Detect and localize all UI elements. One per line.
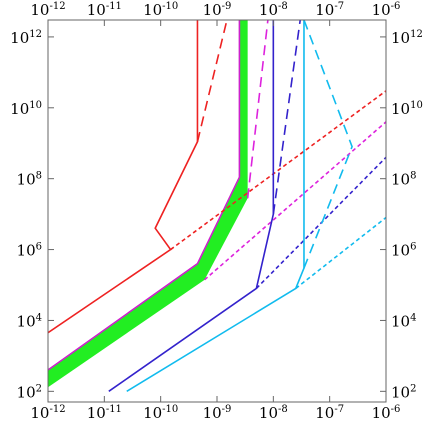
x-tick-label-top-1: 10-11 [87,1,122,19]
ticks-layer: 10-12 10-12 10-11 10-11 10-10 10-10 10-9 10-9 10… [10,1,423,422]
series-line-6 [272,20,302,215]
x-tick-label-bottom-3: 10-9 [203,404,232,422]
x-tick-label-top-6: 10-6 [372,1,401,19]
y-tick-label-left-0: 102 [17,383,42,401]
data-layer [48,20,386,393]
series-line-10 [295,216,386,290]
x-tick-label-top-5: 10-7 [315,1,344,19]
y-tick-label-left-3: 108 [17,171,42,189]
series-line-9 [303,20,353,269]
x-tick-label-top-3: 10-9 [203,1,232,19]
x-tick-label-top-0: 10-12 [30,1,65,19]
band-outline [48,20,241,371]
x-tick-label-bottom-5: 10-7 [315,404,344,422]
series-line-1 [196,20,228,142]
y-tick-label-right-1: 104 [391,312,416,330]
x-tick-label-top-4: 10-8 [259,1,288,19]
series-line-2 [170,90,386,251]
series-line-3 [246,20,269,199]
x-tick-label-bottom-6: 10-6 [372,404,401,422]
y-tick-label-right-0: 102 [391,383,416,401]
y-tick-label-right-4: 1010 [391,100,423,118]
x-tick-label-bottom-1: 10-11 [87,404,122,422]
x-tick-label-bottom-2: 10-10 [143,404,178,422]
y-tick-label-right-5: 1012 [391,29,423,47]
series-line-0 [48,20,199,334]
y-tick-label-left-1: 104 [17,312,42,330]
green-band [48,20,248,388]
series-line-5 [108,20,275,392]
x-tick-label-bottom-4: 10-8 [259,404,288,422]
y-tick-label-right-3: 108 [391,171,416,189]
x-tick-label-bottom-0: 10-12 [30,404,65,422]
y-tick-label-left-5: 1012 [10,29,42,47]
x-tick-label-top-2: 10-10 [143,1,178,19]
series-line-8 [126,20,305,393]
y-tick-label-left-2: 106 [17,242,42,260]
y-tick-label-right-2: 106 [391,242,416,260]
series-line-4 [203,121,386,281]
y-tick-label-left-4: 1010 [10,100,42,118]
